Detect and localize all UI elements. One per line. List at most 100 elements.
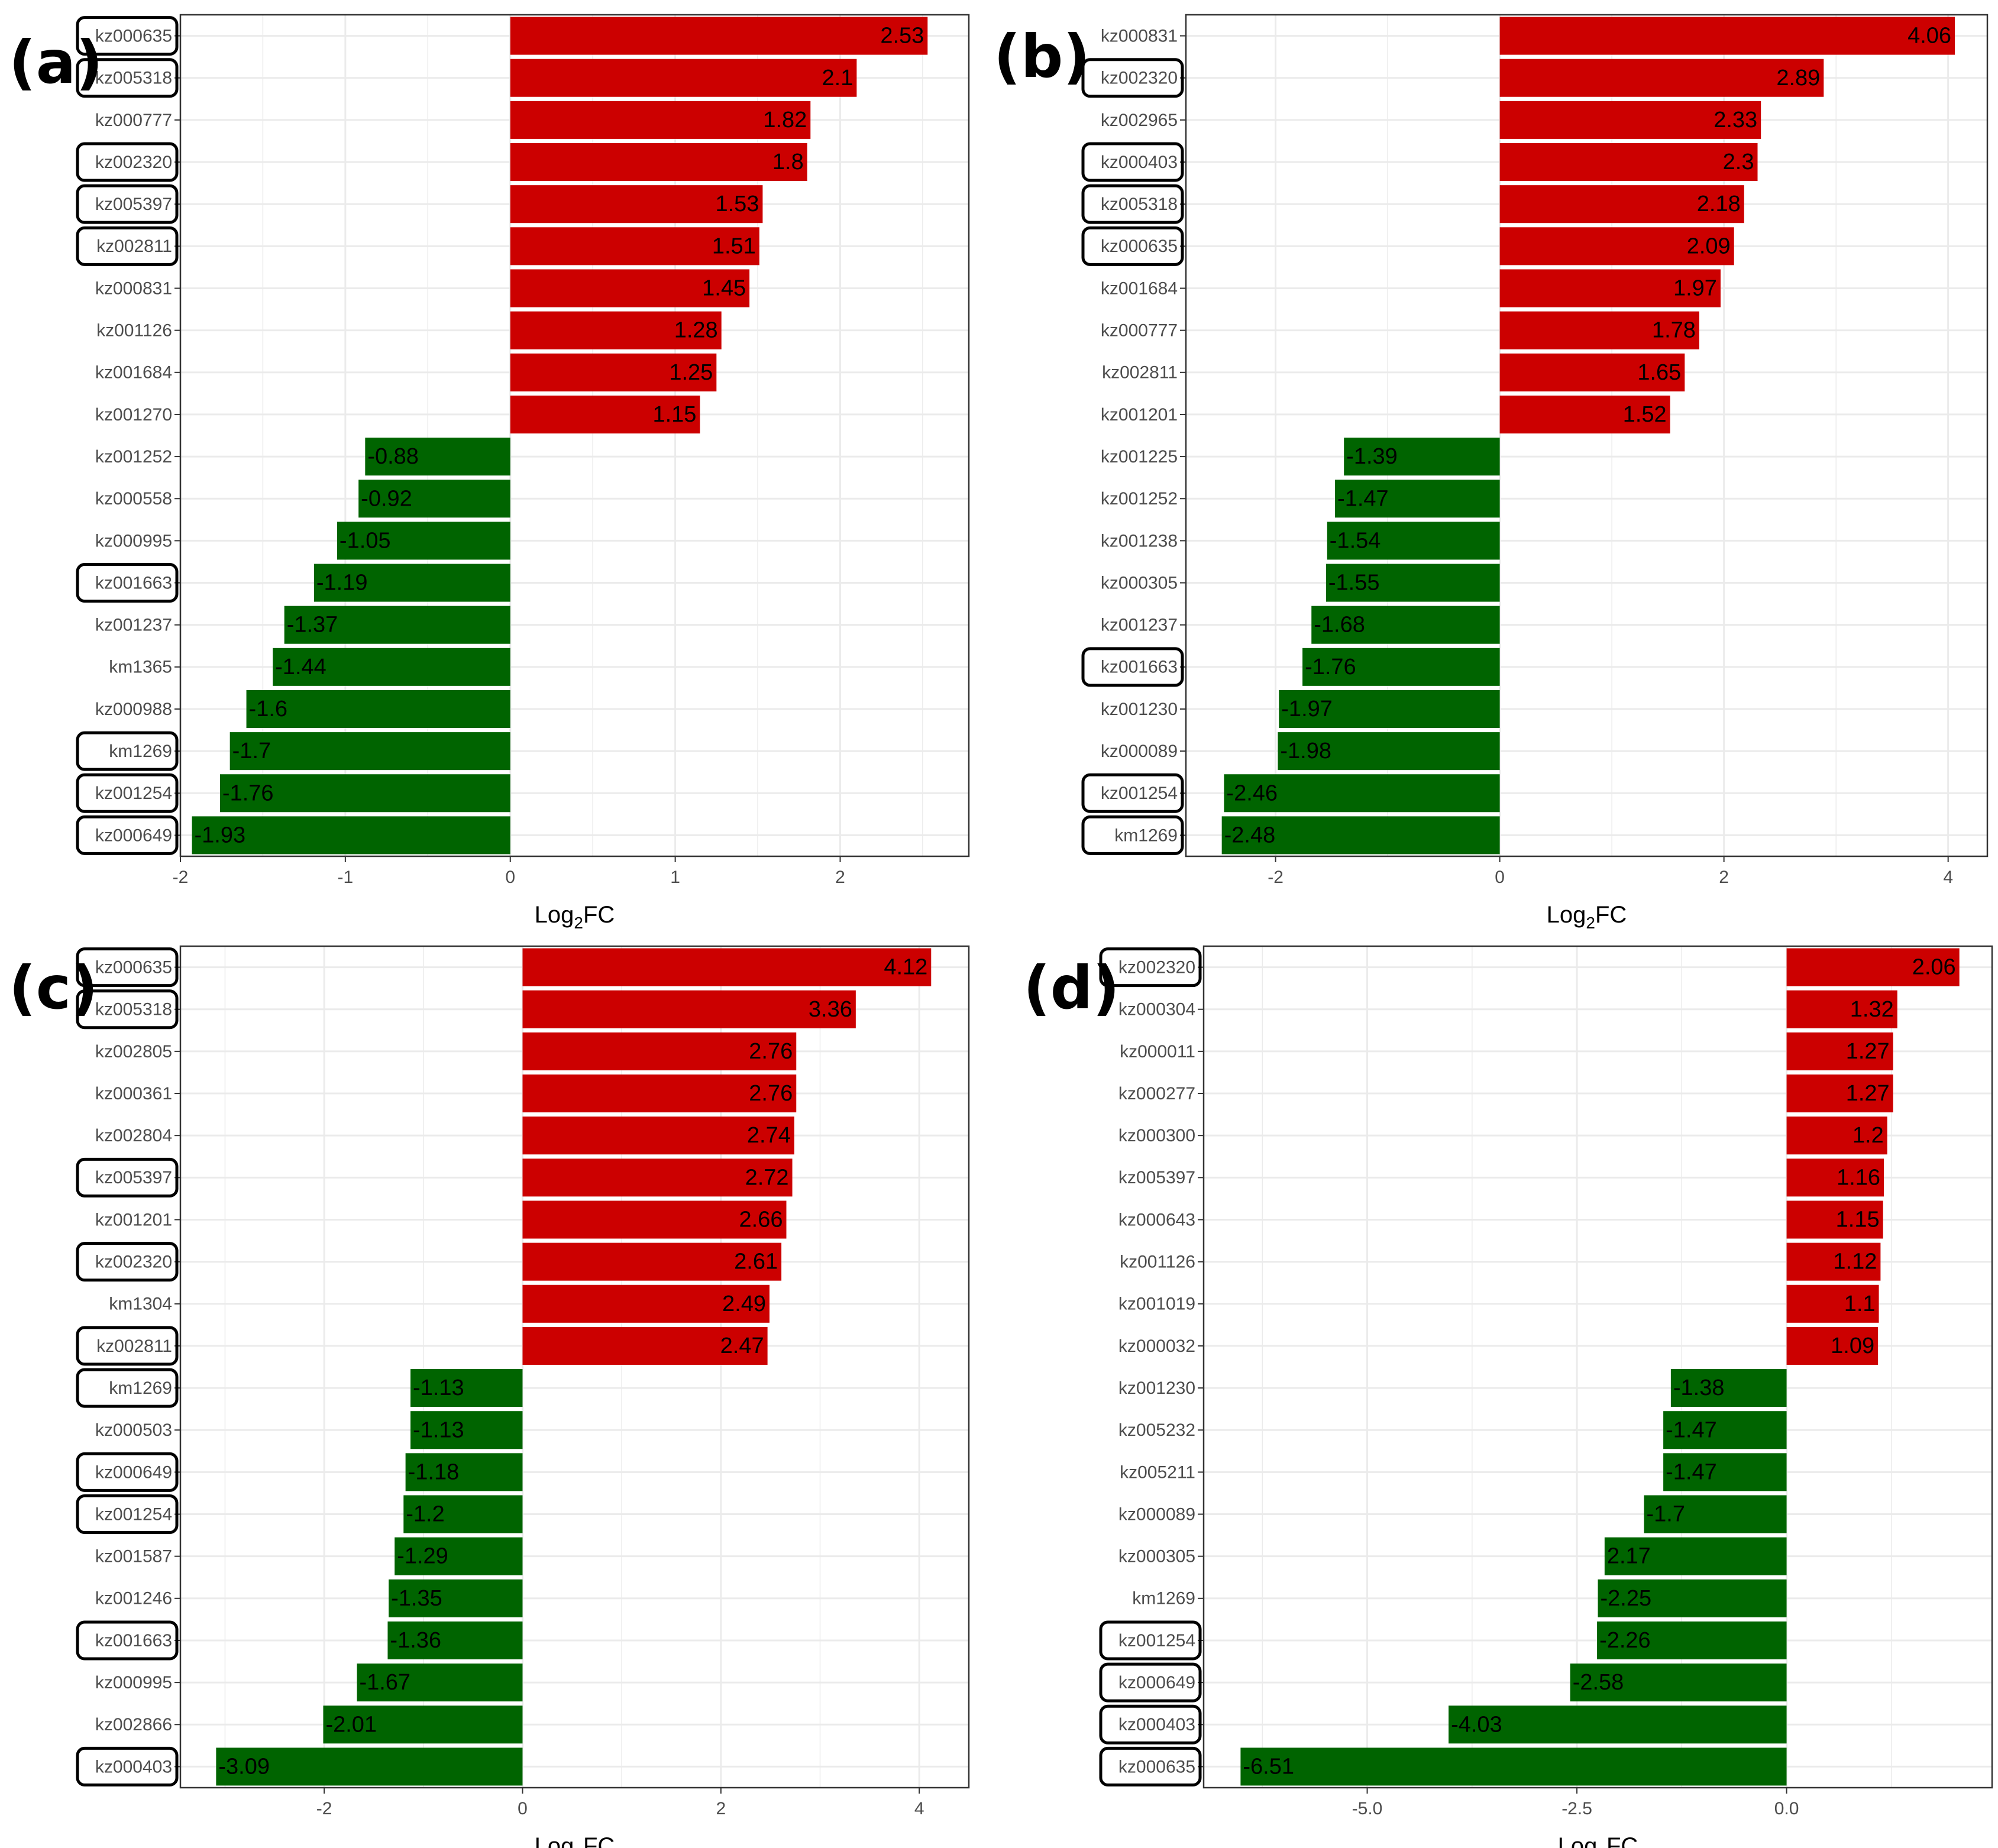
highlight-box <box>1099 947 1202 988</box>
bar-km1365 <box>273 648 510 686</box>
bar-kz000089 <box>1644 1495 1787 1533</box>
bar-kz001254 <box>219 774 510 813</box>
bar-kz002320 <box>1499 59 1824 97</box>
category-label: kz002811 <box>96 237 172 256</box>
category-label: kz001126 <box>1120 1253 1195 1272</box>
value-label: -2.48 <box>1224 823 1276 847</box>
panel-label: (b) <box>994 22 1090 91</box>
bar-kz001663 <box>313 564 510 602</box>
value-label: -1.76 <box>222 781 274 805</box>
chart-panel-b: 4.06 kz000831 2.89 kz002320 2.33 kz002965 2.3 k… <box>994 14 1989 932</box>
value-label: -1.44 <box>275 655 326 679</box>
bar-kz000403 <box>1449 1705 1787 1744</box>
highlight-box <box>76 1620 179 1661</box>
value-label: 2.1 <box>822 66 853 90</box>
highlight-box <box>76 142 179 182</box>
bar-kz000995 <box>357 1663 523 1702</box>
bar-kz002811 <box>522 1326 768 1365</box>
bar-kz001254 <box>1224 774 1500 813</box>
category-label: kz001230 <box>1101 700 1178 719</box>
value-label: -1.35 <box>391 1586 442 1611</box>
category-label: kz000403 <box>1118 1715 1195 1734</box>
highlight-box <box>1081 647 1184 687</box>
plot-frame <box>179 14 970 857</box>
category-label: kz001201 <box>1101 405 1178 425</box>
value-label: 2.74 <box>747 1123 791 1148</box>
plot-frame <box>1202 945 1993 1789</box>
bar-kz001126 <box>1786 1242 1881 1281</box>
category-label: kz002965 <box>1101 111 1178 130</box>
highlight-box <box>76 58 179 98</box>
bar-kz002805 <box>522 1032 797 1070</box>
category-label: kz002811 <box>1102 363 1178 383</box>
bar-kz001019 <box>1786 1284 1879 1323</box>
category-label: kz005397 <box>1118 1168 1195 1187</box>
bar-kz002804 <box>522 1116 794 1155</box>
bar-kz001587 <box>395 1537 523 1575</box>
highlight-box <box>76 563 179 603</box>
value-label: -2.58 <box>1573 1670 1624 1695</box>
category-label: kz001663 <box>95 573 172 593</box>
value-label: 2.09 <box>1687 234 1731 258</box>
category-label: kz001254 <box>95 1504 172 1524</box>
bar-kz001225 <box>1344 438 1500 476</box>
bar-kz000635 <box>510 17 928 55</box>
x-tick-label: 4 <box>1943 868 1953 887</box>
category-label: kz000649 <box>95 1462 172 1482</box>
bar-kz000558 <box>358 480 510 518</box>
value-label: 1.52 <box>1623 402 1667 427</box>
value-label: 2.66 <box>739 1208 783 1232</box>
value-label: -2.26 <box>1599 1628 1651 1653</box>
value-label: -1.98 <box>1280 739 1331 763</box>
x-axis-title: Log2FC <box>1558 1833 1638 1848</box>
bar-kz000305 <box>1325 564 1500 602</box>
category-label: km1269 <box>109 1378 172 1398</box>
bar-kz000277 <box>1786 1075 1893 1113</box>
highlight-box <box>1081 815 1184 855</box>
category-label: kz001126 <box>96 321 172 341</box>
category-label: kz002320 <box>95 153 172 172</box>
category-label: kz001254 <box>95 784 172 803</box>
highlight-box <box>76 1242 179 1282</box>
bar-kz005318 <box>522 990 856 1028</box>
plot-background <box>1204 946 1992 1788</box>
value-label: 1.1 <box>1844 1292 1876 1316</box>
value-label: -1.55 <box>1328 571 1380 595</box>
x-tick-label: 2 <box>716 1799 726 1818</box>
category-label: kz001237 <box>1101 616 1178 635</box>
bar-kz000649 <box>405 1453 523 1491</box>
value-label: 1.28 <box>674 318 718 343</box>
highlight-box <box>76 1368 179 1408</box>
value-label: 1.15 <box>652 402 696 427</box>
panel-label: (a) <box>9 28 103 97</box>
value-label: -1.18 <box>408 1459 460 1484</box>
category-label: kz001663 <box>95 1631 172 1650</box>
value-label: 1.51 <box>712 234 756 258</box>
bar-kz000011 <box>1786 1032 1893 1070</box>
bar-kz001254 <box>403 1495 523 1533</box>
bar-kz005211 <box>1663 1453 1787 1491</box>
bar-kz000777 <box>510 101 811 139</box>
value-label: -1.47 <box>1666 1417 1717 1442</box>
category-label: kz000089 <box>1118 1504 1195 1524</box>
plot-frame <box>179 945 970 1789</box>
highlight-box <box>76 815 179 855</box>
category-label: kz001254 <box>1118 1631 1195 1650</box>
value-label: 2.76 <box>749 1081 793 1106</box>
x-tick-label: 0.0 <box>1774 1799 1799 1818</box>
bar-kz002965 <box>1499 101 1761 139</box>
highlight-box <box>76 1746 179 1786</box>
value-label: 3.36 <box>809 997 852 1022</box>
panel-label: (c) <box>9 953 98 1022</box>
bar-kz000305 <box>1604 1537 1787 1575</box>
category-label: kz000777 <box>1101 321 1178 341</box>
category-label: kz005211 <box>1120 1462 1195 1482</box>
category-label: kz002804 <box>95 1126 172 1145</box>
bar-kz001230 <box>1279 690 1500 728</box>
highlight-box <box>76 1326 179 1366</box>
value-label: 2.53 <box>880 24 924 48</box>
category-label: kz000649 <box>1118 1673 1195 1692</box>
x-tick-label: 4 <box>914 1799 924 1818</box>
bar-kz005318 <box>510 59 857 97</box>
category-label: kz000011 <box>1120 1042 1195 1061</box>
